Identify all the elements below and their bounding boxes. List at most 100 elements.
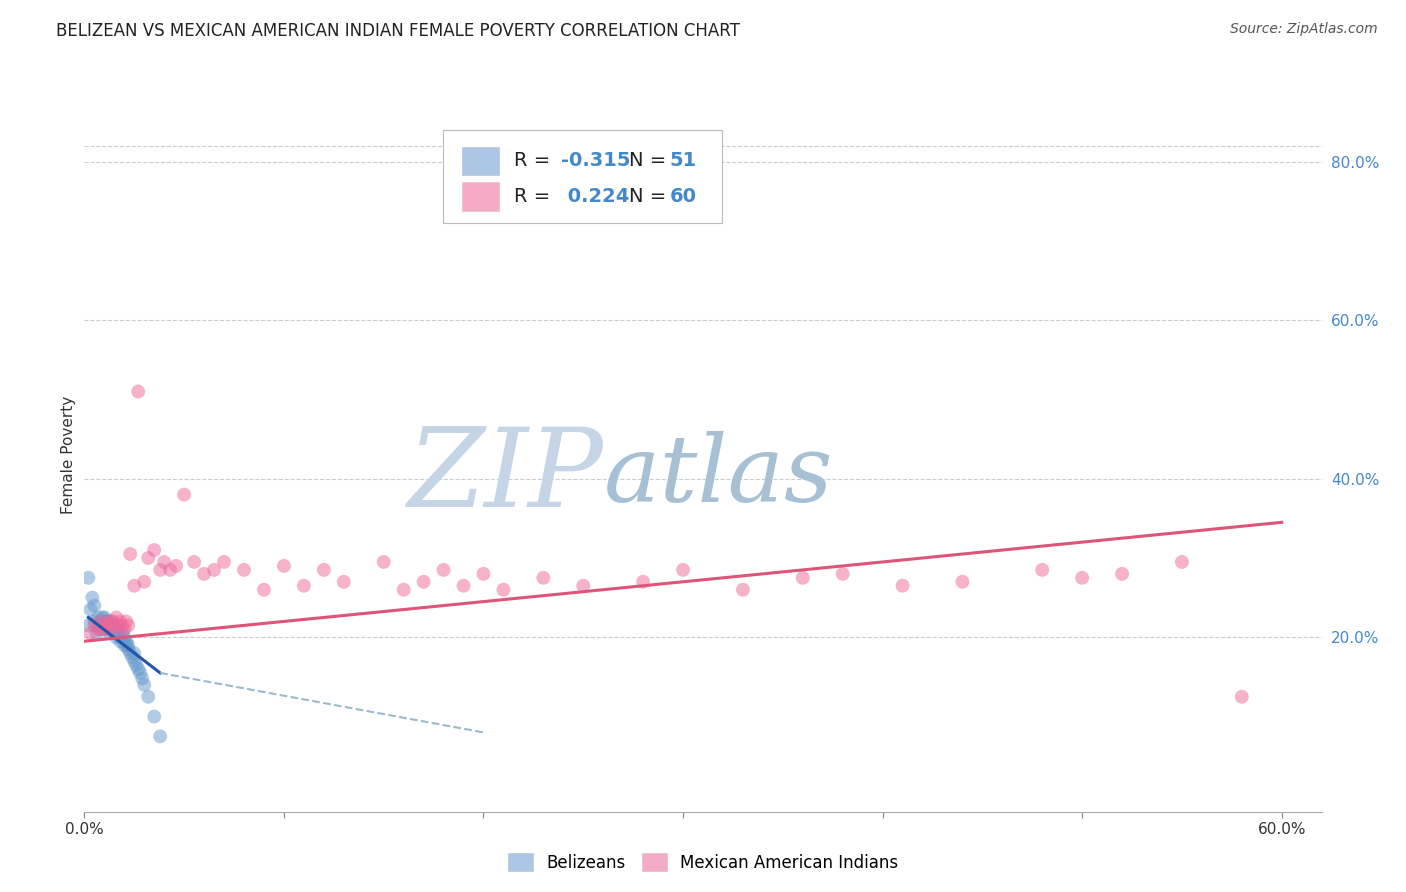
Point	[97, 615, 120, 629]
Point	[165, 558, 187, 573]
Point	[112, 630, 135, 644]
Point	[103, 618, 125, 632]
Point	[492, 582, 515, 597]
Point	[91, 618, 114, 632]
Point	[105, 610, 128, 624]
Text: N =: N =	[628, 187, 672, 206]
Point	[173, 487, 195, 501]
Text: R =: R =	[513, 152, 557, 170]
Point	[89, 623, 111, 637]
Point	[453, 579, 475, 593]
Legend: Belizeans, Mexican American Indians: Belizeans, Mexican American Indians	[501, 847, 905, 879]
Point	[97, 623, 120, 637]
Point	[127, 662, 149, 676]
Point	[86, 626, 108, 640]
Point	[891, 579, 914, 593]
Point	[93, 623, 115, 637]
Text: atlas: atlas	[605, 432, 834, 521]
Point	[143, 543, 166, 558]
Point	[831, 566, 853, 581]
Point	[107, 623, 129, 637]
Point	[110, 630, 132, 644]
Point	[149, 730, 172, 744]
Point	[103, 626, 125, 640]
Text: BELIZEAN VS MEXICAN AMERICAN INDIAN FEMALE POVERTY CORRELATION CHART: BELIZEAN VS MEXICAN AMERICAN INDIAN FEMA…	[56, 22, 740, 40]
Point	[103, 623, 125, 637]
Point	[110, 615, 132, 629]
Point	[97, 615, 120, 629]
Point	[432, 563, 454, 577]
Point	[97, 618, 120, 632]
Point	[531, 571, 554, 585]
Point	[193, 566, 215, 581]
Point	[1071, 571, 1094, 585]
Point	[117, 642, 139, 657]
Point	[98, 626, 121, 640]
Point	[120, 646, 142, 660]
Point	[233, 563, 256, 577]
Y-axis label: Female Poverty: Female Poverty	[60, 396, 76, 514]
Point	[111, 618, 134, 632]
Point	[292, 579, 315, 593]
Point	[1171, 555, 1194, 569]
Point	[136, 690, 159, 704]
Point	[101, 623, 124, 637]
Point	[143, 709, 166, 723]
Point	[87, 623, 110, 637]
Point	[952, 574, 974, 589]
Point	[731, 582, 754, 597]
Point	[110, 634, 132, 648]
Point	[87, 618, 110, 632]
Point	[122, 646, 145, 660]
Point	[96, 618, 118, 632]
Text: N =: N =	[628, 152, 672, 170]
Point	[117, 638, 139, 652]
Point	[131, 672, 153, 686]
Text: 0.224: 0.224	[561, 187, 628, 206]
Point	[112, 623, 135, 637]
Point	[792, 571, 814, 585]
Point	[122, 654, 145, 668]
Point	[1111, 566, 1133, 581]
Point	[83, 599, 105, 613]
FancyBboxPatch shape	[461, 146, 499, 175]
FancyBboxPatch shape	[443, 130, 721, 223]
Point	[134, 574, 156, 589]
Point	[79, 602, 101, 616]
Point	[93, 618, 115, 632]
Point	[87, 610, 110, 624]
Point	[115, 615, 138, 629]
Point	[253, 582, 276, 597]
Text: 51: 51	[669, 152, 697, 170]
Point	[153, 555, 176, 569]
Point	[1230, 690, 1253, 704]
Text: 60: 60	[669, 187, 696, 206]
Point	[312, 563, 335, 577]
Point	[1031, 563, 1053, 577]
Point	[83, 615, 105, 629]
Point	[105, 630, 128, 644]
Text: -0.315: -0.315	[561, 152, 630, 170]
Point	[129, 665, 152, 680]
Point	[112, 638, 135, 652]
Point	[125, 658, 148, 673]
Point	[107, 626, 129, 640]
Point	[91, 610, 114, 624]
Point	[91, 623, 114, 637]
Point	[117, 618, 139, 632]
Point	[89, 615, 111, 629]
Point	[98, 618, 121, 632]
Point	[159, 563, 181, 577]
Point	[98, 618, 121, 632]
Text: Source: ZipAtlas.com: Source: ZipAtlas.com	[1230, 22, 1378, 37]
Point	[83, 618, 105, 632]
Point	[121, 650, 143, 665]
Point	[202, 563, 225, 577]
Point	[373, 555, 395, 569]
Point	[572, 579, 595, 593]
Point	[96, 623, 118, 637]
Point	[672, 563, 695, 577]
Point	[93, 615, 115, 629]
Point	[136, 551, 159, 566]
FancyBboxPatch shape	[461, 182, 499, 211]
